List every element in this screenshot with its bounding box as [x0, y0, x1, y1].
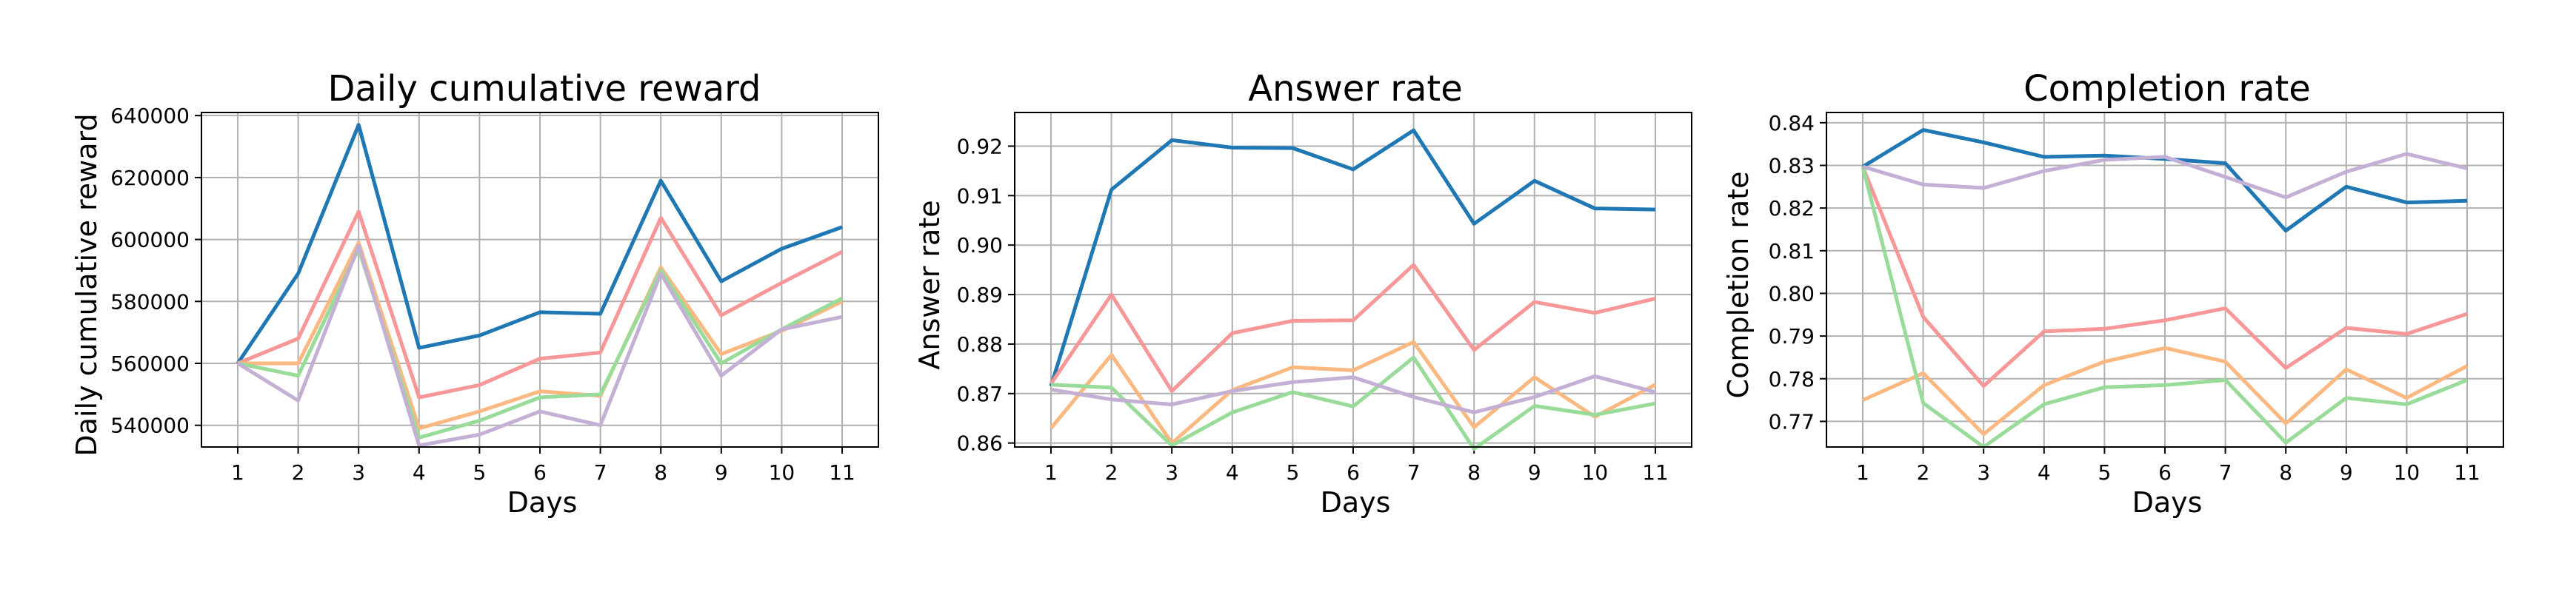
series-line-1 [1861, 128, 2468, 233]
y-tick-label: 0.83 [1769, 153, 1815, 178]
y-tick-label: 560000 [110, 352, 190, 376]
plot-frame [1014, 112, 1692, 448]
plot-area: 1 2 3 4 5 6 7 8 9 10 11 0.86 0.87 0.88 0.89 0.90 0.91 0.9… [957, 112, 1692, 485]
x-tick-label: 3 [1165, 460, 1178, 485]
y-tick-label: 0.92 [957, 134, 1003, 158]
x-tick-label: 8 [2279, 460, 2292, 485]
y-axis-label: Answer rate [913, 200, 946, 369]
x-tick-label: 5 [473, 460, 486, 485]
x-tick-label: 11 [829, 460, 855, 485]
series-line-5 [1050, 374, 1656, 414]
x-tick-label: 4 [413, 460, 426, 485]
plot-area: 1 2 3 4 5 6 7 8 9 10 11 0.77 0.78 0.79 0.80 0.81 0.82 0.8… [1769, 111, 2504, 485]
x-tick-label: 9 [715, 460, 728, 485]
series-line-2 [1049, 263, 1656, 393]
series-line-2 [237, 209, 844, 400]
x-tick-label: 2 [1917, 460, 1930, 485]
y-tick-label: 0.84 [1769, 111, 1815, 135]
x-tick-label: 10 [1582, 460, 1609, 485]
x-tick-label: 1 [1044, 460, 1058, 485]
x-axis-label: Days [1321, 486, 1391, 519]
x-tick-label: 3 [1977, 460, 1990, 485]
series-line-4 [237, 246, 844, 440]
x-tick-label: 5 [2098, 460, 2111, 485]
x-tick-label: 9 [2340, 460, 2353, 485]
series-line-5 [1862, 152, 2468, 200]
y-tick-label: 640000 [110, 104, 190, 128]
series-line-1 [236, 123, 843, 365]
y-tick-label: 600000 [110, 228, 190, 252]
y-tick-label: 0.77 [1769, 409, 1815, 434]
chart-completion-rate: Completion rate Completion rate Days 1 2 3… [1722, 68, 2504, 519]
y-axis-label: Completion rate [1722, 172, 1755, 399]
y-tick-label: 0.80 [1769, 281, 1815, 306]
x-tick-label: 3 [352, 460, 365, 485]
y-tick-label: 0.91 [957, 184, 1003, 208]
plot-frame [201, 112, 879, 448]
y-tick-label: 0.90 [957, 233, 1003, 258]
x-tick-label: 10 [2394, 460, 2420, 485]
x-axis-label: Days [2132, 486, 2203, 519]
series-line-1 [1049, 128, 1656, 387]
series-line-3 [238, 241, 844, 431]
x-tick-label: 8 [1467, 460, 1481, 485]
chart-title: Daily cumulative reward [327, 68, 761, 110]
y-tick-label: 620000 [110, 166, 190, 190]
chart-daily-cumulative-reward: Daily cumulative reward Daily cumulative… [70, 68, 879, 519]
chart-answer-rate: Answer rate Answer rate Days 1 2 3 4 5 6 7 8 9 10… [913, 68, 1692, 519]
x-tick-label: 10 [769, 460, 795, 485]
x-tick-label: 7 [1407, 460, 1421, 485]
x-tick-label: 7 [2219, 460, 2232, 485]
plot-area: 1 2 3 4 5 6 7 8 9 10 11 540000 560000 580000 600000 620… [110, 104, 879, 485]
x-tick-label: 9 [1528, 460, 1541, 485]
y-tick-label: 540000 [110, 414, 190, 438]
chart-title: Completion rate [2023, 68, 2311, 110]
plot-frame [1826, 112, 2504, 448]
x-tick-label: 6 [1347, 460, 1360, 485]
y-tick-label: 0.86 [957, 431, 1003, 456]
x-tick-label: 1 [1856, 460, 1869, 485]
x-tick-label: 4 [2038, 460, 2051, 485]
series-line-4 [1050, 355, 1656, 451]
x-tick-label: 11 [2454, 460, 2480, 485]
x-tick-label: 6 [2158, 460, 2172, 485]
y-tick-label: 0.81 [1769, 239, 1815, 263]
x-tick-label: 8 [654, 460, 667, 485]
series-line-2 [1861, 166, 2468, 389]
series-line-4 [1861, 166, 2468, 449]
x-tick-label: 7 [594, 460, 607, 485]
y-tick-label: 0.88 [957, 332, 1003, 357]
x-tick-label: 2 [1105, 460, 1118, 485]
y-tick-label: 0.89 [957, 283, 1003, 307]
y-tick-label: 0.82 [1769, 196, 1815, 221]
x-tick-label: 1 [231, 460, 244, 485]
x-tick-label: 5 [1286, 460, 1299, 485]
series-line-3 [1861, 346, 2469, 437]
y-tick-label: 0.87 [957, 382, 1003, 406]
series-line-5 [236, 243, 843, 448]
x-tick-label: 6 [533, 460, 547, 485]
y-axis-label: Daily cumulative reward [70, 113, 103, 456]
x-axis-label: Days [507, 486, 578, 519]
y-tick-label: 0.78 [1769, 367, 1815, 391]
chart-title: Answer rate [1248, 68, 1463, 110]
y-tick-label: 0.79 [1769, 324, 1815, 349]
x-tick-label: 11 [1642, 460, 1669, 485]
y-tick-label: 580000 [110, 289, 190, 314]
x-tick-label: 4 [1226, 460, 1239, 485]
x-tick-label: 2 [292, 460, 305, 485]
